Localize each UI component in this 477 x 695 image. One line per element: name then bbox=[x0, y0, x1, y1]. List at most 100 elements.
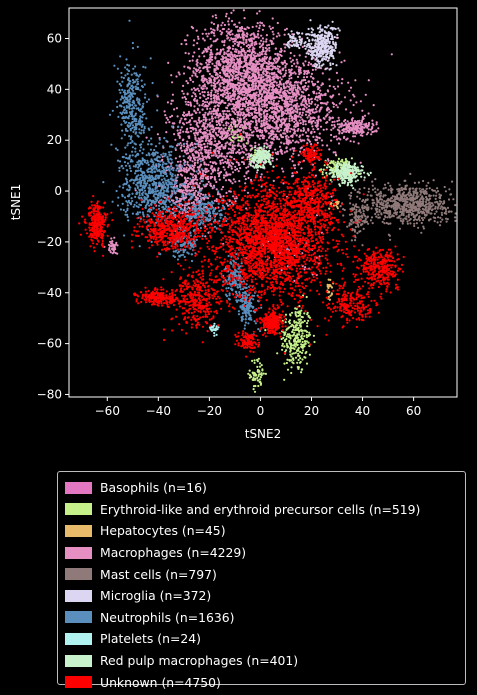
data-point bbox=[242, 144, 245, 147]
data-point bbox=[332, 85, 335, 88]
data-point bbox=[320, 106, 323, 109]
data-point bbox=[266, 44, 269, 47]
data-point bbox=[257, 74, 260, 77]
data-point bbox=[182, 138, 185, 141]
data-point bbox=[258, 365, 262, 368]
data-point bbox=[193, 39, 196, 42]
data-point bbox=[278, 138, 281, 141]
data-point bbox=[317, 127, 320, 130]
data-point bbox=[214, 85, 217, 88]
data-point bbox=[111, 244, 114, 247]
data-point bbox=[266, 143, 269, 146]
data-point bbox=[273, 65, 276, 68]
data-point bbox=[307, 85, 310, 88]
data-point bbox=[278, 34, 281, 37]
data-point bbox=[349, 111, 352, 114]
data-point bbox=[206, 80, 209, 83]
data-point bbox=[231, 117, 234, 120]
data-point bbox=[246, 94, 249, 97]
data-point bbox=[228, 137, 231, 140]
data-point bbox=[266, 48, 269, 51]
data-point bbox=[325, 108, 328, 111]
data-point bbox=[287, 68, 291, 71]
data-point bbox=[257, 108, 260, 111]
data-point bbox=[256, 80, 259, 83]
data-point bbox=[370, 207, 373, 210]
data-point bbox=[230, 133, 233, 136]
data-point bbox=[278, 65, 281, 68]
data-point bbox=[259, 80, 262, 84]
data-point bbox=[176, 160, 180, 163]
data-point bbox=[207, 70, 210, 73]
data-point bbox=[218, 193, 221, 196]
data-point bbox=[214, 152, 217, 155]
data-point bbox=[200, 63, 203, 66]
data-point bbox=[315, 119, 319, 122]
data-point bbox=[300, 129, 303, 132]
data-point bbox=[361, 118, 364, 121]
data-point bbox=[239, 120, 242, 123]
data-point bbox=[294, 345, 297, 348]
data-point bbox=[170, 99, 173, 102]
data-point bbox=[245, 108, 248, 111]
data-point bbox=[254, 82, 257, 85]
data-point bbox=[350, 157, 353, 160]
data-point bbox=[264, 95, 267, 98]
data-point bbox=[254, 36, 257, 39]
data-point bbox=[227, 147, 230, 150]
data-point bbox=[288, 359, 291, 362]
data-point bbox=[288, 71, 291, 74]
data-point bbox=[286, 90, 289, 93]
data-point bbox=[257, 36, 260, 39]
data-point bbox=[302, 76, 306, 79]
data-point bbox=[360, 123, 363, 126]
data-point bbox=[223, 90, 226, 94]
data-point bbox=[317, 80, 320, 83]
data-point bbox=[291, 323, 294, 326]
data-point bbox=[216, 92, 219, 95]
data-point bbox=[299, 325, 302, 328]
data-point bbox=[316, 106, 319, 109]
data-point bbox=[326, 101, 329, 104]
data-point bbox=[250, 53, 253, 57]
data-point bbox=[338, 93, 341, 96]
data-point bbox=[359, 128, 363, 131]
data-point bbox=[312, 334, 315, 337]
data-point bbox=[291, 99, 294, 102]
data-point bbox=[217, 104, 220, 108]
data-point bbox=[269, 27, 272, 30]
data-point bbox=[262, 46, 265, 49]
data-point bbox=[296, 365, 299, 369]
data-point bbox=[216, 28, 219, 31]
data-point bbox=[195, 88, 198, 91]
data-point bbox=[295, 321, 298, 324]
data-point bbox=[301, 337, 304, 340]
data-point bbox=[243, 49, 246, 53]
data-point bbox=[302, 127, 305, 130]
data-point bbox=[201, 157, 204, 160]
data-point bbox=[282, 92, 285, 95]
data-point bbox=[292, 326, 296, 329]
data-point bbox=[206, 68, 209, 71]
data-point bbox=[277, 32, 280, 35]
data-point bbox=[224, 117, 227, 120]
data-point bbox=[186, 177, 190, 180]
data-point bbox=[233, 111, 236, 114]
data-point bbox=[265, 40, 268, 43]
data-point bbox=[203, 95, 206, 98]
data-point bbox=[346, 137, 349, 140]
data-point bbox=[283, 59, 286, 63]
data-point bbox=[282, 170, 285, 173]
data-point bbox=[221, 134, 224, 137]
data-point bbox=[227, 92, 230, 95]
data-point bbox=[204, 119, 207, 123]
data-point bbox=[192, 91, 195, 94]
data-point bbox=[166, 118, 169, 121]
data-point bbox=[108, 248, 111, 252]
data-point bbox=[279, 53, 282, 57]
data-point bbox=[363, 126, 366, 129]
data-point bbox=[276, 150, 279, 154]
data-point bbox=[218, 79, 221, 82]
data-point bbox=[336, 123, 339, 126]
data-point bbox=[279, 90, 282, 93]
